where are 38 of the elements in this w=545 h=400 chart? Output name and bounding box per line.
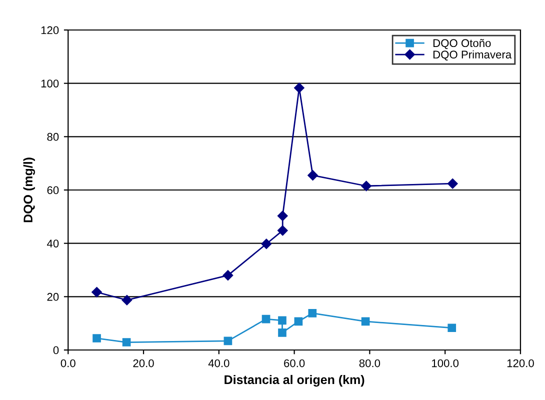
point xyxy=(278,225,288,236)
point xyxy=(361,317,370,326)
y-tick-label: 80 xyxy=(47,132,59,141)
point xyxy=(294,82,304,93)
x-tick-label: 0.0 xyxy=(60,359,76,368)
point xyxy=(122,295,132,306)
point xyxy=(261,238,272,249)
point xyxy=(92,334,101,342)
point xyxy=(278,328,286,337)
y-axis-title: DQO (mg/l) xyxy=(23,158,36,222)
legend-label: DQO Primavera xyxy=(433,50,512,61)
y-tick-label: 60 xyxy=(47,186,59,194)
point xyxy=(448,324,456,332)
x-tick-label: 40.0 xyxy=(208,359,230,368)
y-tick-label: 20 xyxy=(47,292,59,301)
point xyxy=(122,338,131,346)
x-tick-label: 20.0 xyxy=(133,359,154,368)
point xyxy=(361,180,372,192)
x-tick-label: 80.0 xyxy=(359,359,380,368)
point xyxy=(262,314,270,324)
x-tick-label: 120.0 xyxy=(507,359,534,368)
point xyxy=(92,287,102,298)
x-tick-label: 60.0 xyxy=(284,359,305,368)
y-tick-label: 100 xyxy=(41,80,59,88)
legend-label: DQO Otoño xyxy=(433,38,491,50)
point xyxy=(308,170,318,180)
point xyxy=(448,178,458,189)
y-tick-label: 120 xyxy=(41,26,59,34)
x-axis-title: Distancia al origen (km) xyxy=(224,374,364,387)
point xyxy=(222,270,234,280)
point xyxy=(224,336,232,346)
point xyxy=(294,317,303,326)
point xyxy=(278,210,288,221)
y-tick-label: 40 xyxy=(46,240,59,248)
y-tick-label: 0 xyxy=(53,346,59,354)
x-tick-label: 100.0 xyxy=(432,359,459,368)
point xyxy=(278,316,286,325)
point xyxy=(308,309,317,318)
